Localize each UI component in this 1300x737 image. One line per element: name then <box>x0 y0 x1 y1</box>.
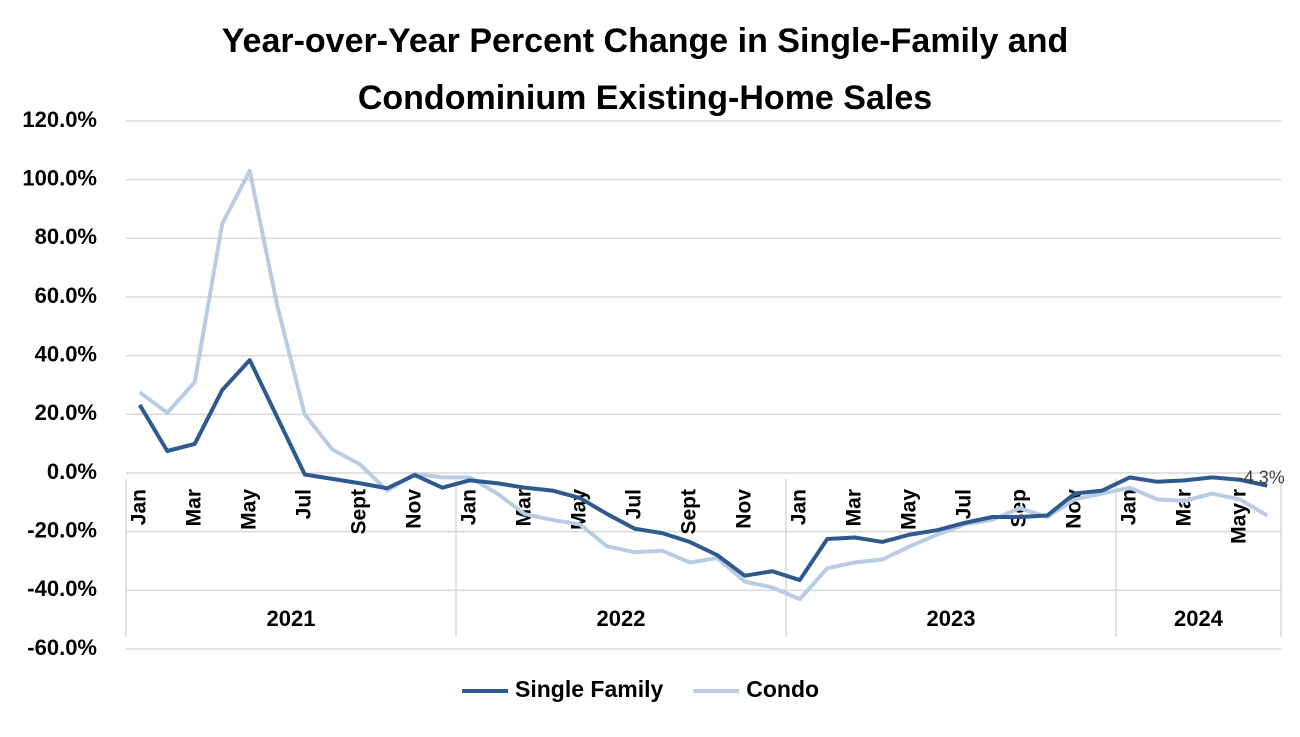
x-tick-label: Sept <box>677 489 700 535</box>
chart-title: Year-over-Year Percent Change in Single-… <box>222 22 1069 60</box>
y-tick-label: -40.0% <box>27 576 97 601</box>
annotation: -4.3% <box>1238 467 1285 487</box>
x-tick-label: Jan <box>787 489 810 525</box>
y-tick-label: 40.0% <box>35 341 97 366</box>
y-tick-label: 100.0% <box>22 165 97 190</box>
x-tick-label: Sept <box>347 489 370 535</box>
y-tick-label: 20.0% <box>35 400 97 425</box>
group-label: 2023 <box>927 606 976 631</box>
legend-label: Single Family <box>515 676 663 702</box>
x-tick-label: Jan <box>1117 489 1140 525</box>
series-line <box>138 358 1268 583</box>
x-tick-label: Mar <box>842 489 865 526</box>
x-tick-label: Jul <box>952 489 975 519</box>
x-tick-label: Jul <box>292 489 315 519</box>
y-tick-label: -20.0% <box>27 517 97 542</box>
x-tick-label: Jan <box>127 489 150 525</box>
y-tick-label: 120.0% <box>22 107 97 132</box>
x-tick-label: Jan <box>457 489 480 525</box>
x-tick-label: Nov <box>732 489 755 529</box>
y-tick-label: -60.0% <box>27 635 97 660</box>
legend-label: Condo <box>746 676 819 702</box>
x-tick-label: Mar <box>1172 489 1195 526</box>
x-tick-label: May <box>897 489 920 530</box>
x-tick-label: Mar <box>182 489 205 526</box>
y-tick-label: 60.0% <box>35 283 97 308</box>
chart-title: Condominium Existing-Home Sales <box>358 79 932 117</box>
y-tick-label: 80.0% <box>35 224 97 249</box>
series-line <box>138 168 1269 602</box>
y-tick-label: 0.0% <box>47 459 97 484</box>
group-label: 2021 <box>267 606 316 631</box>
x-tick-label: Nov <box>402 489 425 529</box>
x-tick-label: Jul <box>622 489 645 519</box>
group-label: 2024 <box>1174 606 1224 631</box>
x-tick-label: May <box>237 489 260 530</box>
group-label: 2022 <box>597 606 646 631</box>
